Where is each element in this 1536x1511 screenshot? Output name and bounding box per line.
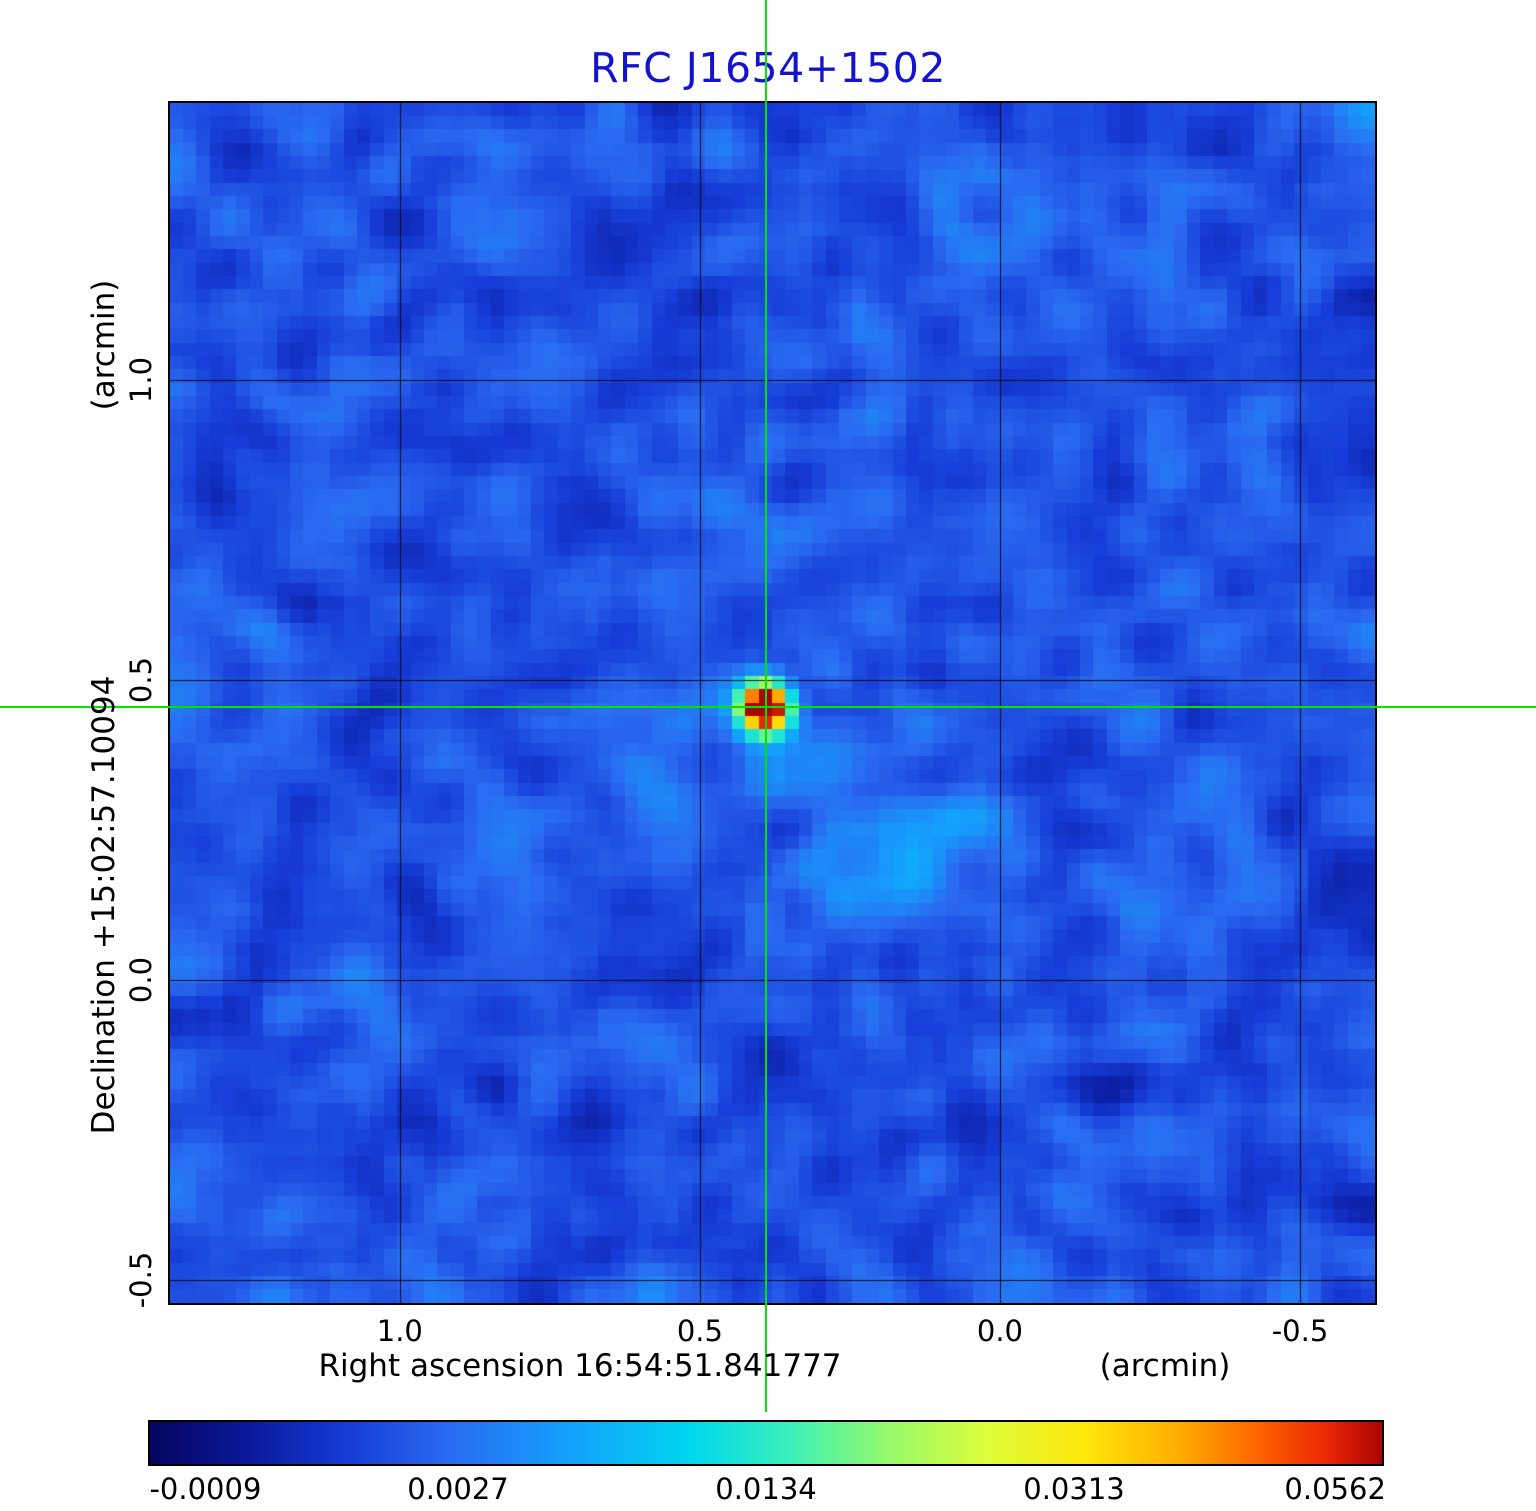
x-tick-label: 0.5 [676, 1314, 723, 1348]
colorbar-tick-label: -0.0009 [149, 1472, 262, 1506]
x-tick-label: 1.0 [376, 1314, 423, 1348]
colorbar-tick-label: 0.0313 [1023, 1472, 1125, 1506]
colorbar-tick-label: 0.0562 [1284, 1472, 1386, 1506]
y-tick-label: -0.5 [124, 1251, 158, 1309]
chart-title: RFC J1654+1502 [590, 44, 946, 92]
colorbar-tick-label: 0.0027 [407, 1472, 509, 1506]
colorbar-tick-label: 0.0134 [715, 1472, 817, 1506]
colorbar-canvas [148, 1420, 1384, 1466]
y-axis-title: Declination +15:02:57.10094 [86, 675, 122, 1135]
y-tick-label: 1.0 [124, 357, 158, 404]
x-axis-title: Right ascension 16:54:51.841777 [318, 1348, 842, 1384]
x-axis-unit-label: (arcmin) [1099, 1348, 1231, 1384]
crosshair-horizontal-line [0, 706, 1536, 709]
y-tick-label: 0.0 [124, 957, 158, 1004]
x-tick-label: 0.0 [976, 1314, 1023, 1348]
x-tick-label: -0.5 [1271, 1314, 1329, 1348]
y-tick-label: 0.5 [124, 657, 158, 704]
y-axis-unit-label: (arcmin) [86, 279, 122, 411]
heatmap-canvas [168, 101, 1377, 1305]
crosshair-vertical-line [764, 0, 767, 1412]
